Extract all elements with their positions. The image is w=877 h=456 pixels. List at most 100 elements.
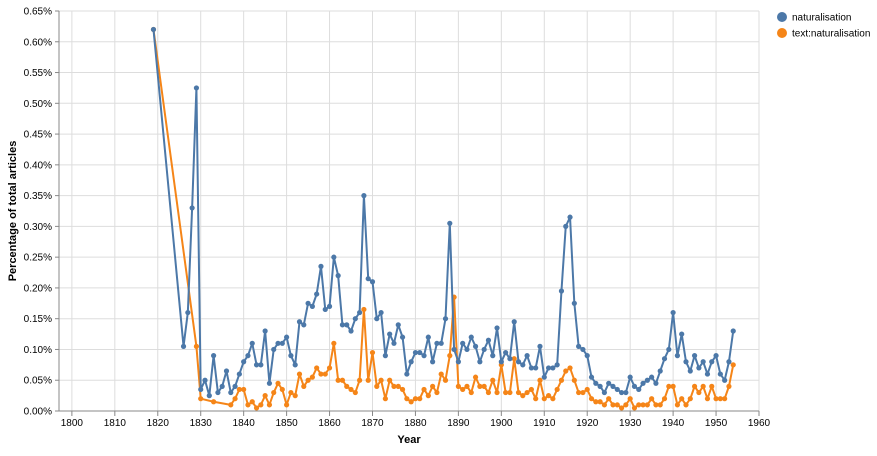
data-point[interactable]	[709, 383, 715, 389]
data-point[interactable]	[661, 396, 668, 402]
data-point[interactable]	[241, 386, 247, 393]
data-point[interactable]	[442, 377, 449, 383]
data-point[interactable]	[236, 386, 242, 393]
data-point[interactable]	[378, 309, 384, 316]
data-point[interactable]	[339, 377, 346, 383]
data-point[interactable]	[726, 359, 732, 365]
data-point[interactable]	[211, 353, 217, 359]
data-point[interactable]	[541, 396, 547, 402]
data-point[interactable]	[412, 396, 419, 402]
data-point[interactable]	[567, 214, 573, 220]
data-point[interactable]	[434, 389, 440, 396]
data-point[interactable]	[236, 371, 242, 377]
data-point[interactable]	[292, 393, 298, 399]
data-point[interactable]	[382, 396, 388, 402]
data-point[interactable]	[369, 349, 376, 356]
data-point[interactable]	[627, 374, 633, 380]
data-point[interactable]	[683, 402, 689, 408]
data-point[interactable]	[567, 365, 573, 371]
data-point[interactable]	[528, 386, 534, 393]
data-point[interactable]	[541, 374, 547, 380]
data-point[interactable]	[494, 389, 500, 396]
data-point[interactable]	[477, 383, 483, 389]
data-point[interactable]	[644, 377, 650, 383]
data-point[interactable]	[550, 396, 556, 402]
data-point[interactable]	[614, 386, 620, 393]
data-point[interactable]	[447, 220, 453, 226]
data-point[interactable]	[365, 276, 371, 282]
data-point[interactable]	[588, 396, 595, 402]
data-point[interactable]	[674, 402, 681, 408]
data-point[interactable]	[361, 306, 367, 313]
data-point[interactable]	[288, 353, 294, 359]
data-point[interactable]	[563, 223, 569, 229]
data-point[interactable]	[679, 331, 685, 337]
data-point[interactable]	[198, 396, 204, 402]
data-point[interactable]	[653, 380, 659, 386]
data-point[interactable]	[447, 353, 453, 359]
data-point[interactable]	[670, 309, 676, 316]
data-point[interactable]	[206, 393, 212, 399]
data-point[interactable]	[430, 383, 436, 389]
legend-item[interactable]: text:naturalisation	[777, 28, 870, 40]
data-point[interactable]	[597, 399, 603, 405]
data-point[interactable]	[584, 353, 590, 359]
data-point[interactable]	[279, 386, 285, 393]
data-point[interactable]	[185, 309, 191, 316]
data-point[interactable]	[640, 380, 646, 386]
data-point[interactable]	[485, 389, 492, 396]
data-point[interactable]	[232, 396, 238, 402]
data-point[interactable]	[618, 405, 625, 411]
data-point[interactable]	[507, 356, 513, 362]
data-point[interactable]	[266, 380, 273, 386]
data-point[interactable]	[515, 389, 522, 396]
data-point[interactable]	[425, 334, 431, 340]
data-point[interactable]	[636, 402, 642, 408]
data-point[interactable]	[387, 331, 393, 337]
data-point[interactable]	[288, 389, 294, 396]
data-point[interactable]	[704, 396, 711, 402]
data-point[interactable]	[515, 359, 522, 365]
data-point[interactable]	[674, 353, 681, 359]
data-point[interactable]	[601, 389, 607, 396]
data-point[interactable]	[713, 353, 719, 359]
data-point[interactable]	[722, 396, 728, 402]
data-point[interactable]	[245, 402, 251, 408]
data-point[interactable]	[249, 399, 255, 405]
data-point[interactable]	[322, 306, 328, 313]
data-point[interactable]	[554, 386, 560, 393]
data-point[interactable]	[588, 374, 595, 380]
data-point[interactable]	[528, 365, 534, 371]
data-point[interactable]	[438, 340, 444, 346]
data-point[interactable]	[284, 402, 290, 408]
data-point[interactable]	[618, 389, 625, 396]
data-point[interactable]	[524, 389, 530, 396]
data-point[interactable]	[726, 383, 732, 389]
data-point[interactable]	[326, 365, 333, 371]
data-point[interactable]	[649, 396, 655, 402]
data-point[interactable]	[563, 368, 569, 374]
data-point[interactable]	[494, 325, 500, 331]
data-point[interactable]	[687, 396, 693, 402]
data-point[interactable]	[301, 383, 307, 389]
data-point[interactable]	[442, 316, 449, 322]
data-point[interactable]	[193, 343, 200, 349]
data-point[interactable]	[357, 309, 363, 316]
data-point[interactable]	[520, 362, 526, 368]
data-point[interactable]	[730, 328, 736, 334]
data-point[interactable]	[468, 334, 474, 340]
data-point[interactable]	[150, 26, 157, 33]
data-point[interactable]	[687, 368, 693, 374]
data-point[interactable]	[309, 303, 315, 309]
data-point[interactable]	[700, 383, 706, 389]
legend[interactable]: naturalisation text:naturalisation	[777, 12, 870, 40]
data-point[interactable]	[399, 334, 406, 340]
data-point[interactable]	[571, 377, 577, 383]
data-point[interactable]	[211, 399, 217, 405]
data-point[interactable]	[378, 377, 384, 383]
data-point[interactable]	[258, 402, 264, 408]
data-point[interactable]	[644, 402, 650, 408]
data-point[interactable]	[335, 377, 341, 383]
data-point[interactable]	[189, 205, 195, 211]
data-point[interactable]	[271, 389, 277, 396]
